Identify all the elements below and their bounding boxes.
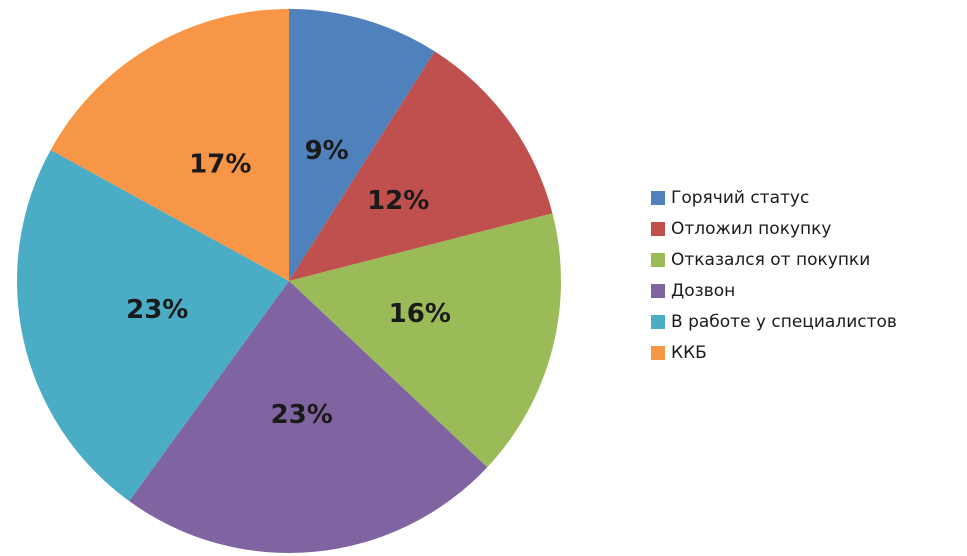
data-label: 12% [367,186,429,216]
legend-swatch [651,284,665,298]
legend-label: Горячий статус [671,188,809,208]
legend-label: Дозвон [671,281,735,301]
pie-slice [50,9,289,281]
pie-slice [129,281,488,554]
legend-label: В работе у специалистов [671,312,897,332]
legend-swatch [651,191,665,205]
data-label: 17% [189,149,251,179]
pie-slice [289,213,561,468]
data-label: 16% [389,299,451,329]
data-label: 9% [305,136,349,166]
data-label: 23% [271,400,333,430]
pie-slice [17,149,290,502]
legend-swatch [651,253,665,267]
legend-label: Отложил покупку [671,219,831,239]
legend-swatch [651,315,665,329]
legend-label: Отказался от покупки [671,250,870,270]
data-label: 23% [126,295,188,325]
legend-swatch [651,222,665,236]
legend-label: ККБ [671,343,707,363]
legend-swatch [651,346,665,360]
pie-slice [289,9,435,281]
pie-slice [289,51,553,281]
